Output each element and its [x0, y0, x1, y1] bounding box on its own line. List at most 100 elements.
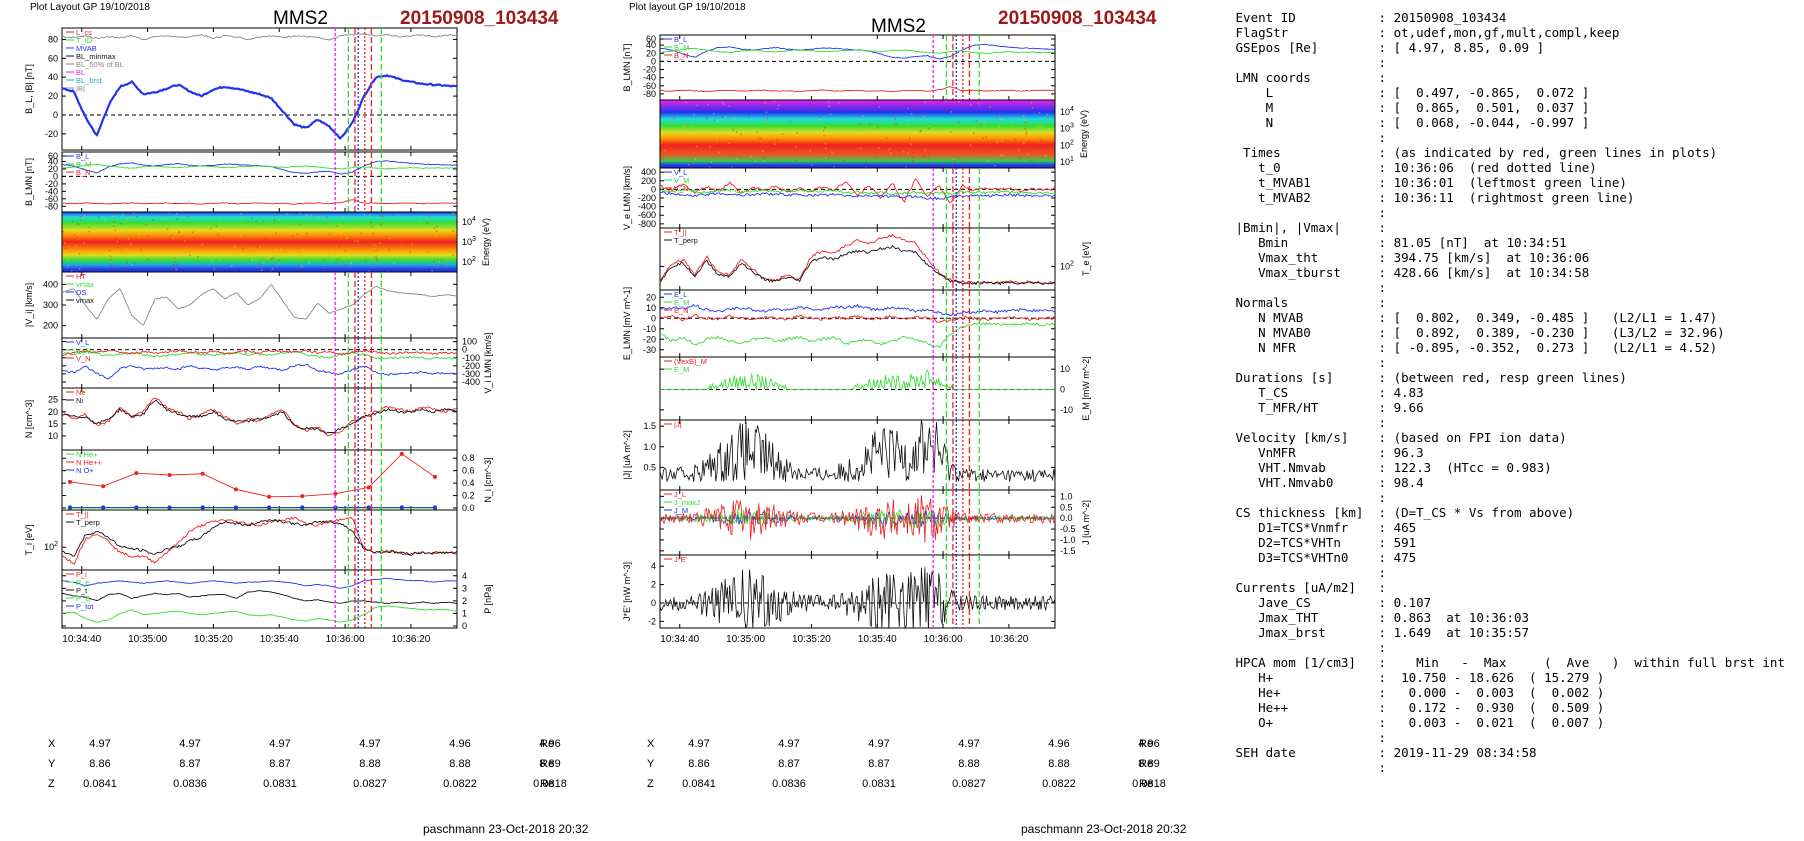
spec-speckle [346, 236, 349, 239]
spec-speckle [405, 265, 407, 267]
spec-speckle [902, 103, 905, 106]
spec-speckle [662, 158, 664, 160]
legend-label: HT [76, 272, 86, 281]
spec-speckle [829, 113, 832, 116]
spec-speckle [764, 101, 766, 104]
data-point [300, 494, 305, 499]
spec-speckle [684, 142, 686, 144]
spec-speckle [134, 263, 136, 265]
spec-speckle [895, 123, 897, 125]
spec-speckle [319, 226, 322, 229]
spec-speckle [275, 232, 277, 234]
spec-speckle [97, 250, 99, 253]
spec-speckle [825, 147, 827, 150]
spec-speckle [259, 225, 261, 227]
right-coord-table: X 4.97 4.97 4.97 4.97 4.96 4.96 Re Y 8.8… [647, 738, 1167, 798]
spec-speckle [754, 159, 756, 162]
info-colon: : [1378, 490, 1394, 505]
panel-frame [61, 27, 458, 151]
spec-speckle [732, 129, 734, 131]
spec-speckle [258, 252, 260, 254]
spec-speckle [664, 149, 666, 152]
series-line [660, 495, 1055, 543]
spec-speckle [876, 126, 879, 129]
info-colon: : [1378, 505, 1394, 520]
series-line [62, 349, 457, 357]
spec-speckle [376, 258, 378, 260]
data-point [433, 474, 437, 479]
spec-speckle [911, 156, 914, 159]
info-line: T_CS : 4.83 [1228, 385, 1785, 400]
spec-speckle [729, 111, 731, 113]
info-line: SEH date : 2019-11-29 08:34:58 [1228, 745, 1785, 760]
spec-speckle [722, 101, 725, 104]
tick-label: -300 [462, 369, 480, 379]
tick-label: 400 [641, 167, 656, 177]
spec-speckle [762, 120, 765, 123]
spec-speckle [276, 242, 279, 244]
info-colon: : [1378, 10, 1394, 25]
info-label: VHT.Nmvab [1228, 460, 1379, 475]
spectrogram [62, 212, 457, 272]
panel-frame [61, 271, 458, 339]
spec-speckle [273, 220, 276, 223]
y-axis-label: J*E' [nW m^-3] [622, 562, 632, 621]
series-group [62, 160, 457, 205]
spec-speckle [240, 217, 243, 219]
spec-speckle [278, 219, 281, 221]
spec-speckle [310, 215, 313, 217]
panel-frame [61, 569, 458, 629]
y-axis-label: P [nPa] [483, 584, 493, 613]
panel-l-p: 4 3 2 1 0 P [nPa] P_i P_e P_t P_B P_tot [2, 569, 527, 634]
spec-speckle [363, 229, 365, 232]
spec-speckle [213, 268, 216, 270]
spec-speckle [946, 107, 948, 110]
spec-speckle [63, 242, 66, 244]
spec-speckle [907, 107, 909, 110]
spec-speckle [1029, 160, 1031, 162]
legend-label: BL_50% of BL [76, 60, 124, 69]
coord-cell: 8.89 [539, 758, 561, 770]
spec-speckle [682, 125, 684, 128]
spec-speckle [820, 166, 822, 168]
spec-speckle [707, 103, 709, 106]
coord-cell: 8.87 [179, 758, 201, 770]
info-label: He++ [1228, 700, 1379, 715]
info-label: t_MVAB2 [1228, 190, 1379, 205]
spec-speckle [165, 217, 168, 220]
spec-speckle [903, 151, 905, 153]
spec-speckle [689, 153, 692, 155]
spec-speckle [671, 102, 674, 105]
spec-speckle [763, 166, 766, 169]
spec-speckle [731, 166, 733, 168]
spec-speckle [691, 124, 694, 127]
info-colon: : [1378, 85, 1394, 100]
spec-speckle [344, 264, 347, 266]
tick-label: 4 [462, 571, 467, 581]
spec-speckle [192, 236, 195, 239]
spec-speckle [740, 133, 742, 135]
panel-group: 4 2 0 -2 J*E' [nW m^-3] J*E' [622, 554, 1056, 629]
spec-speckle [66, 259, 68, 261]
spec-speckle [368, 270, 371, 272]
spec-speckle [219, 258, 221, 261]
spec-speckle [338, 223, 340, 226]
spec-speckle [696, 104, 698, 107]
data-point [366, 505, 371, 510]
info-colon: : [1378, 445, 1394, 460]
info-label: Bmin [1228, 235, 1379, 250]
spec-speckle [340, 236, 342, 239]
tick-label: 40 [48, 72, 58, 82]
series-group [660, 567, 1055, 628]
spec-speckle [293, 214, 295, 216]
spec-speckle [922, 156, 925, 159]
panel-l-hpca: 0.8 0.6 0.4 0.2 0.0 N_i [cm^-3] N He+ N He++ N O… [2, 449, 527, 516]
spec-speckle [218, 218, 220, 221]
spec-speckle [300, 236, 302, 239]
time-tick-label: 10:36:20 [391, 634, 430, 645]
left-figure-header: Plot Layout GP 19/10/2018 [30, 2, 150, 13]
spec-speckle [914, 107, 916, 110]
series-line [62, 590, 457, 604]
spec-speckle [86, 213, 89, 216]
spec-speckle [189, 254, 191, 256]
